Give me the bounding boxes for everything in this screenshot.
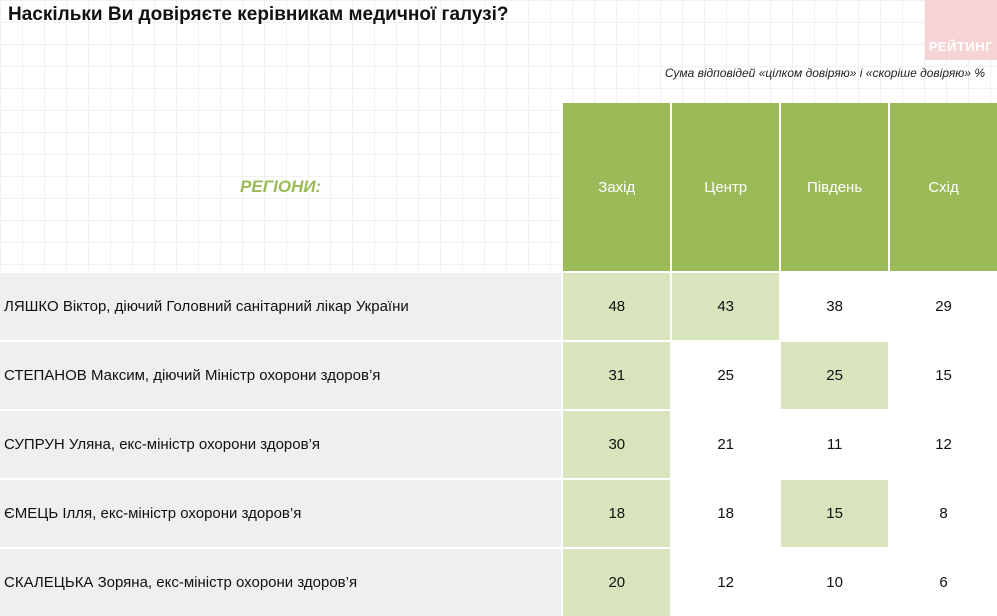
rating-logo: РЕЙТИНГ: [925, 0, 997, 60]
table-row: ЄМЕЦЬ Ілля, екс-міністр охорони здоров’я…: [0, 478, 997, 548]
table-body: ЛЯШКО Віктор, діючий Головний санітарний…: [0, 271, 997, 616]
official-name: ЄМЕЦЬ Ілля, екс-міністр охорони здоров’я: [0, 478, 563, 548]
header-row: РЕГІОНИ: Захід Центр Південь Схід: [0, 103, 997, 272]
table-row: ЛЯШКО Віктор, діючий Головний санітарний…: [0, 271, 997, 341]
value-cell-east: 15: [888, 340, 997, 410]
column-header-west: Захід: [561, 103, 672, 272]
value-cell-west: 30: [561, 409, 672, 479]
value-cell-west: 20: [561, 547, 672, 616]
chart-subtitle: Сума відповідей «цілком довіряю» і «скор…: [664, 66, 985, 80]
value-cell-center: 25: [670, 340, 781, 410]
column-header-east: Схід: [888, 103, 997, 272]
value-cell-center: 21: [670, 409, 781, 479]
column-header-south: Південь: [779, 103, 890, 272]
table-row: СУПРУН Уляна, екс-міністр охорони здоров…: [0, 409, 997, 479]
official-name: СКАЛЕЦЬКА Зоряна, екс-міністр охорони зд…: [0, 547, 563, 616]
official-name: СУПРУН Уляна, екс-міністр охорони здоров…: [0, 409, 563, 479]
column-header-center: Центр: [670, 103, 781, 272]
value-cell-west: 31: [561, 340, 672, 410]
table-row: СТЕПАНОВ Максим, діючий Міністр охорони …: [0, 340, 997, 410]
value-cell-south: 38: [779, 271, 890, 341]
value-cell-east: 29: [888, 271, 997, 341]
official-name: ЛЯШКО Віктор, діючий Головний санітарний…: [0, 271, 563, 341]
table-row: СКАЛЕЦЬКА Зоряна, екс-міністр охорони зд…: [0, 547, 997, 616]
value-cell-south: 25: [779, 340, 890, 410]
value-cell-west: 18: [561, 478, 672, 548]
value-cell-east: 12: [888, 409, 997, 479]
value-cell-east: 6: [888, 547, 997, 616]
value-cell-south: 11: [779, 409, 890, 479]
value-cell-west: 48: [561, 271, 672, 341]
logo-text: РЕЙТИНГ: [928, 39, 993, 54]
value-cell-south: 15: [779, 478, 890, 548]
trust-table: РЕГІОНИ: Захід Центр Південь Схід ЛЯШКО …: [0, 103, 997, 616]
regions-label: РЕГІОНИ:: [240, 177, 322, 196]
value-cell-east: 8: [888, 478, 997, 548]
page-title: Наскільки Ви довіряєте керівникам медичн…: [8, 4, 509, 25]
official-name: СТЕПАНОВ Максим, діючий Міністр охорони …: [0, 340, 563, 410]
value-cell-center: 43: [670, 271, 781, 341]
value-cell-center: 18: [670, 478, 781, 548]
value-cell-south: 10: [779, 547, 890, 616]
value-cell-center: 12: [670, 547, 781, 616]
